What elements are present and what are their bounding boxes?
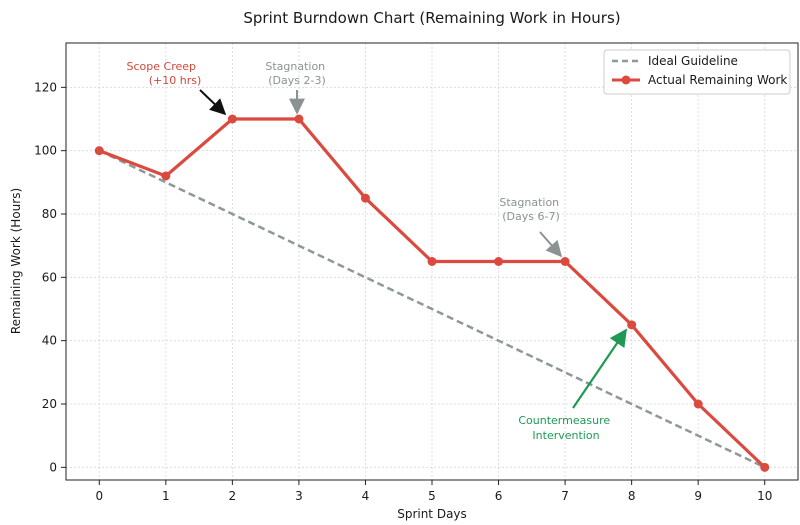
legend-label-ideal: Ideal Guideline [648,54,738,68]
y-tick-label: 100 [34,144,57,158]
x-axis-title: Sprint Days [397,507,467,521]
svg-text:Scope Creep (+10 hrs): Scope Creep (+10 hrs) [127,60,202,87]
data-point-actual [627,320,637,330]
x-tick-label: 5 [428,489,436,503]
y-tick-label: 20 [42,397,57,411]
x-tick-label: 0 [95,489,103,503]
y-tick-label: 0 [49,460,57,474]
annotation-scope-creep-line-1: Scope Creep [127,60,197,73]
y-tick-label: 40 [42,334,57,348]
data-point-actual [427,257,437,266]
svg-text:Stagnation (Days 2-3): Stagnation (Days 2-3) [265,60,328,87]
series-ideal-guideline [98,149,766,469]
annotation-countermeasure-line-1: Countermeasure [518,414,610,427]
annotation-countermeasure-line-2: Intervention [532,429,599,442]
x-tick-label: 3 [295,489,303,503]
x-tick-label: 8 [628,489,636,503]
legend-swatch-actual-marker [621,75,631,85]
x-tick-label: 4 [362,489,370,503]
annotation-countermeasure-arrow [572,328,627,409]
chart-title: Sprint Burndown Chart (Remaining Work in… [243,9,620,27]
data-point-actual [227,114,237,124]
annotation-stagnation-b-line-1: Stagnation [499,196,559,209]
annotation-stagnation-b-line-2: (Days 6-7) [502,210,560,223]
data-point-actual [494,257,504,266]
y-tick-label: 80 [42,207,57,221]
annotation-scope-creep-arrow [199,89,227,116]
data-point-actual [294,114,304,124]
svg-text:Stagnation (Days 6-7): Stagnation (Days 6-7) [499,196,562,223]
annotation-stagnation-days-2-3: Stagnation (Days 2-3) [265,60,328,115]
x-tick-label: 2 [229,489,237,503]
x-tick-label: 6 [495,489,503,503]
y-axis-title: Remaining Work (Hours) [9,188,23,334]
legend-label-actual: Actual Remaining Work [648,73,787,87]
x-tick-label: 7 [561,489,569,503]
annotation-stagnation-a-line-2: (Days 2-3) [268,74,326,87]
y-tick-label: 120 [34,80,57,94]
annotation-scope-creep: Scope Creep (+10 hrs) [127,60,227,116]
data-point-actual [161,171,171,181]
annotation-stagnation-b-arrow [539,231,563,258]
annotation-stagnation-a-line-1: Stagnation [265,60,325,73]
grid [66,43,798,480]
x-tick-label: 9 [694,489,702,503]
x-tick-label: 10 [757,489,772,503]
x-tick-label: 1 [162,489,170,503]
data-point-actual [94,146,104,156]
annotation-stagnation-days-6-7: Stagnation (Days 6-7) [499,196,563,258]
data-point-actual [560,257,570,266]
series-layer [94,114,770,472]
data-point-actual [693,399,703,409]
annotation-scope-creep-line-2: (+10 hrs) [149,74,202,87]
svg-text:Countermeasure Intervent: Countermeasure Intervention [518,414,613,442]
legend: Ideal Guideline Actual Remaining Work [603,49,791,95]
data-point-actual [760,462,770,472]
data-point-actual [360,193,370,203]
y-tick-label: 60 [42,270,57,284]
legend-box [603,49,791,95]
annotation-countermeasure: Countermeasure Intervention [518,328,627,442]
